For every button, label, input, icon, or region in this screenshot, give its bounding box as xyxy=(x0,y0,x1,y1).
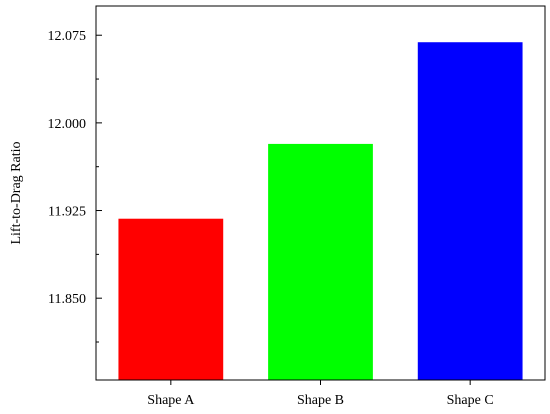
y-tick-label: 12.075 xyxy=(48,29,87,44)
bar-shape-a xyxy=(118,218,224,380)
x-tick-label: Shape C xyxy=(447,393,494,408)
y-tick-label: 12.000 xyxy=(48,117,87,132)
y-tick-label: 11.850 xyxy=(48,292,86,307)
y-axis-ticks: 11.850 11.925 12.000 12.075 xyxy=(48,29,102,343)
x-tick-label: Shape B xyxy=(297,393,344,408)
bar-shape-b xyxy=(268,143,373,380)
y-axis-label: Lift-to-Drag Ratio xyxy=(9,141,24,244)
x-tick-label: Shape A xyxy=(147,393,195,408)
y-tick-label: 11.925 xyxy=(48,205,86,220)
bar-shape-c xyxy=(417,42,523,380)
x-axis-ticks: Shape A Shape B Shape C xyxy=(147,380,494,408)
bars-group xyxy=(118,42,523,380)
